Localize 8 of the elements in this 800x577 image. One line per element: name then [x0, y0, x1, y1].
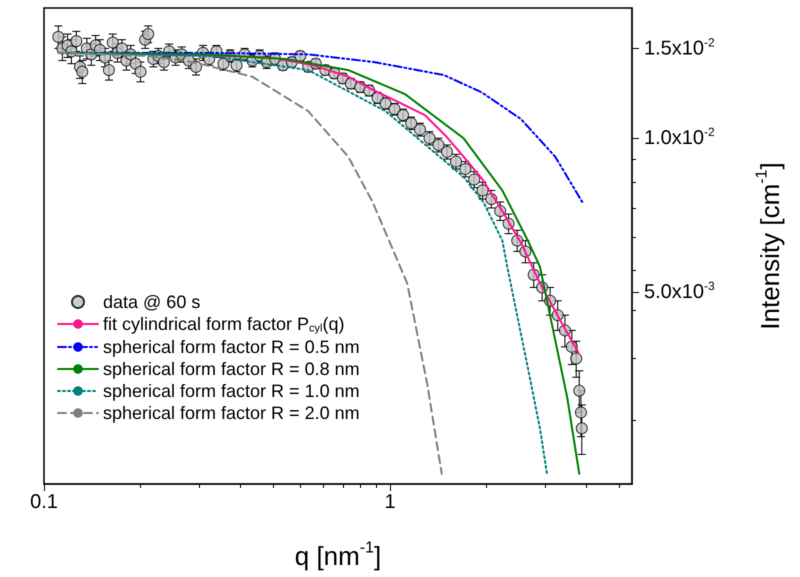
- legend-label: spherical form factor R = 0.5 nm: [103, 337, 360, 357]
- legend-label: spherical form factor R = 0.8 nm: [103, 359, 360, 379]
- y-axis-title: Intensity [cm-1]: [754, 162, 785, 330]
- legend-label: data @ 60 s: [103, 292, 200, 312]
- legend-label: spherical form factor R = 1.0 nm: [103, 381, 360, 401]
- legend-label: spherical form factor R = 2.0 nm: [103, 403, 360, 423]
- x-tick-label: 1: [384, 491, 396, 513]
- x-tick-label: 0.1: [30, 491, 58, 513]
